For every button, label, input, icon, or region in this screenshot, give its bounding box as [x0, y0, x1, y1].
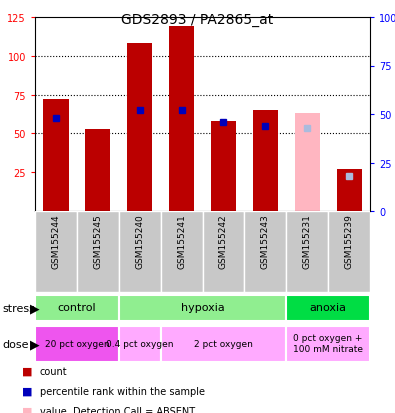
Bar: [295, 114, 320, 211]
Bar: [77, 211, 119, 292]
Bar: [85, 129, 110, 211]
Bar: [35, 326, 119, 362]
Text: anoxia: anoxia: [310, 303, 347, 313]
Bar: [211, 122, 236, 211]
Bar: [119, 326, 161, 362]
Bar: [203, 211, 245, 292]
Text: ■: ■: [22, 406, 32, 413]
Text: ■: ■: [22, 366, 32, 376]
Text: ▶: ▶: [30, 338, 39, 351]
Bar: [337, 170, 362, 211]
Text: 2 pct oxygen: 2 pct oxygen: [194, 339, 253, 348]
Text: ▶: ▶: [30, 302, 39, 315]
Bar: [328, 211, 370, 292]
Text: 0 pct oxygen +
100 mM nitrate: 0 pct oxygen + 100 mM nitrate: [293, 334, 363, 353]
Text: GSM155243: GSM155243: [261, 214, 270, 268]
Text: dose: dose: [2, 339, 28, 349]
Text: GSM155241: GSM155241: [177, 214, 186, 268]
Text: 20 pct oxygen: 20 pct oxygen: [45, 339, 109, 348]
Text: count: count: [40, 366, 67, 376]
Text: hypoxia: hypoxia: [181, 303, 224, 313]
Text: percentile rank within the sample: percentile rank within the sample: [40, 386, 205, 396]
Bar: [253, 111, 278, 211]
Bar: [35, 211, 77, 292]
Bar: [286, 296, 370, 321]
Text: control: control: [58, 303, 96, 313]
Bar: [161, 326, 286, 362]
Text: 0.4 pct oxygen: 0.4 pct oxygen: [106, 339, 173, 348]
Text: value, Detection Call = ABSENT: value, Detection Call = ABSENT: [40, 406, 195, 413]
Text: GSM155240: GSM155240: [135, 214, 144, 268]
Text: GSM155231: GSM155231: [303, 214, 312, 268]
Bar: [35, 296, 119, 321]
Bar: [245, 211, 286, 292]
Bar: [286, 326, 370, 362]
Text: GSM155242: GSM155242: [219, 214, 228, 268]
Bar: [119, 296, 286, 321]
Bar: [161, 211, 203, 292]
Text: GDS2893 / PA2865_at: GDS2893 / PA2865_at: [121, 13, 274, 27]
Text: stress: stress: [2, 303, 35, 313]
Text: GSM155239: GSM155239: [344, 214, 354, 268]
Bar: [119, 211, 161, 292]
Text: ■: ■: [22, 386, 32, 396]
Bar: [286, 211, 328, 292]
Bar: [169, 27, 194, 211]
Text: GSM155244: GSM155244: [51, 214, 60, 268]
Text: GSM155245: GSM155245: [93, 214, 102, 268]
Bar: [127, 44, 152, 211]
Bar: [43, 100, 68, 211]
